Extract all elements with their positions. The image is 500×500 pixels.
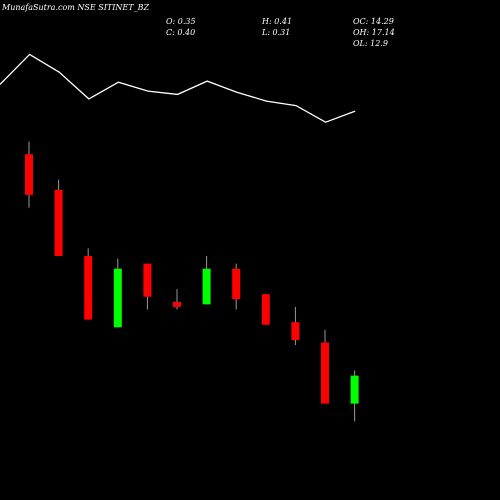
candle-up [113,268,122,328]
candle-down [25,154,33,195]
candle-down [321,342,329,404]
candle-down [173,301,181,307]
oh-stat: OH: 17.14 [353,28,395,37]
ol-stat: OL: 12.9 [353,39,388,48]
candle-down [232,268,241,300]
oc-stat: OC: 14.29 [353,17,394,26]
candle-down [261,294,270,325]
candle-up [350,375,359,404]
candle-down [84,256,93,320]
close-stat: C: 0.40 [166,28,196,37]
candle-down [291,322,300,340]
candle-up [202,268,211,305]
open-stat: O: 0.35 [166,17,196,26]
candle-down [54,189,63,256]
chart-title: MunafaSutra.com NSE SITINET_BZ [2,3,150,12]
high-stat: H: 0.41 [262,17,293,26]
candle-down [143,263,152,297]
overlay-line [0,53,356,123]
low-stat: L: 0.31 [262,28,291,37]
